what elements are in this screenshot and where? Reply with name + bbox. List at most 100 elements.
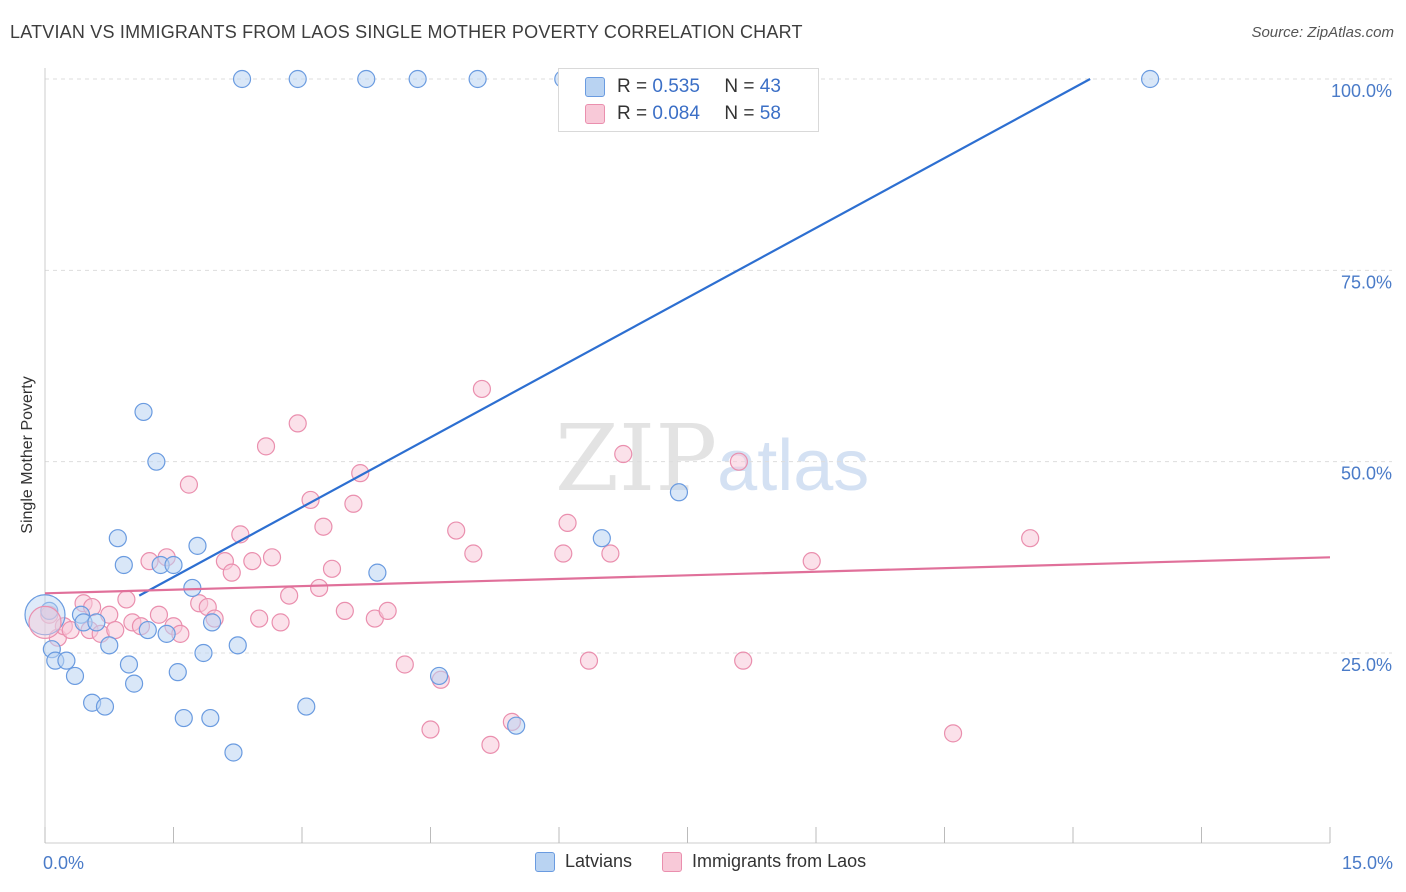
latvian-point: [194, 643, 213, 663]
watermark: ZIPatlas: [555, 405, 869, 512]
laos-point: [322, 559, 342, 578]
series-legend: Latvians Immigrants from Laos: [535, 851, 896, 872]
laos-point: [179, 475, 199, 494]
latvian-trend-line: [138, 78, 1091, 597]
laos-point: [250, 609, 269, 628]
latvian-point: [669, 483, 689, 502]
latvian-point: [297, 697, 316, 716]
laos-point: [734, 651, 753, 670]
latvian-point: [201, 708, 220, 728]
laos-trend-line: [44, 556, 1331, 595]
latvian-point: [507, 716, 526, 735]
latvian-point: [100, 636, 119, 655]
laos-point: [601, 544, 620, 563]
laos-point: [802, 552, 821, 571]
legend-r-value: 0.535: [652, 76, 700, 97]
laos-point: [614, 444, 633, 464]
laos-point: [1021, 529, 1040, 548]
legend-swatch-latvians: [585, 77, 605, 97]
laos-point: [106, 620, 125, 640]
legend-n-label: N =: [724, 76, 755, 97]
laos-point: [271, 613, 290, 632]
legend-label-laos: Immigrants from Laos: [692, 851, 867, 871]
correlation-legend: R = 0.535 N = 43 R = 0.084 N = 58: [558, 68, 819, 132]
legend-row-latvians: R = 0.535 N = 43: [585, 74, 781, 100]
latvian-point: [119, 655, 139, 674]
legend-item-latvians: Latvians: [535, 851, 632, 872]
legend-r-label: R =: [617, 103, 648, 124]
latvian-point: [174, 708, 193, 728]
laos-point: [421, 720, 440, 739]
laos-cluster-point: [28, 605, 62, 639]
laos-point: [729, 452, 749, 471]
legend-swatch-laos: [585, 104, 605, 124]
latvian-point: [188, 536, 207, 555]
latvian-point: [202, 613, 222, 632]
legend-swatch-latvians: [535, 851, 555, 872]
latvian-point: [157, 624, 176, 643]
latvian-point: [87, 613, 106, 632]
latvian-point: [124, 674, 144, 693]
latvian-point: [288, 69, 307, 89]
latvian-point: [592, 529, 611, 548]
legend-row-laos: R = 0.084 N = 58: [585, 101, 781, 127]
x-tick-label: 0.0%: [43, 853, 84, 873]
laos-point: [481, 735, 500, 754]
y-tick-label: 25.0%: [1341, 655, 1392, 675]
laos-point: [256, 437, 276, 456]
watermark-zip: ZIP: [555, 405, 718, 512]
laos-point: [117, 590, 136, 609]
laos-point: [943, 724, 963, 743]
legend-item-laos: Immigrants from Laos: [662, 851, 866, 872]
latvian-point: [114, 555, 133, 575]
latvian-point: [232, 69, 252, 89]
latvian-point: [1140, 69, 1160, 89]
legend-r-value: 0.084: [652, 103, 700, 124]
laos-point: [464, 544, 483, 563]
latvian-point: [164, 555, 183, 575]
laos-point: [579, 651, 599, 670]
latvian-cluster-point: [24, 594, 66, 636]
legend-n-value: 43: [759, 76, 781, 97]
laos-point: [378, 601, 397, 621]
latvian-point: [468, 69, 487, 89]
y-tick-label: 75.0%: [1341, 272, 1392, 292]
latvian-point: [429, 666, 449, 686]
laos-point: [310, 578, 329, 598]
laos-point: [554, 544, 573, 563]
latvian-point: [408, 69, 427, 89]
laos-point: [288, 414, 307, 433]
latvian-point: [228, 636, 247, 655]
latvian-point: [147, 452, 166, 471]
latvian-point: [134, 402, 153, 422]
legend-r-label: R =: [617, 76, 648, 97]
legend-n-label: N =: [724, 103, 755, 124]
x-tick-label: 15.0%: [1342, 853, 1393, 873]
latvian-point: [168, 663, 187, 682]
latvian-point: [138, 620, 157, 640]
y-tick-label: 50.0%: [1341, 464, 1392, 484]
laos-point: [149, 605, 169, 624]
legend-swatch-laos: [662, 851, 683, 872]
latvian-point: [95, 697, 115, 716]
laos-point: [262, 548, 282, 567]
laos-point: [222, 563, 241, 582]
latvian-point: [357, 69, 376, 89]
legend-label-latvians: Latvians: [565, 851, 633, 871]
latvian-point: [65, 666, 85, 686]
laos-point: [395, 655, 414, 674]
laos-point: [472, 379, 491, 399]
latvian-point: [224, 743, 243, 762]
laos-point: [243, 552, 262, 571]
source-credit: Source: ZipAtlas.com: [1251, 24, 1394, 41]
laos-point: [280, 586, 299, 605]
latvian-point: [368, 563, 387, 582]
legend-n-value: 58: [759, 103, 781, 124]
laos-point: [558, 513, 577, 532]
latvian-point: [108, 529, 127, 548]
y-tick-label: 100.0%: [1331, 81, 1392, 101]
latvian-point: [57, 651, 76, 670]
chart-title: LATVIAN VS IMMIGRANTS FROM LAOS SINGLE M…: [10, 22, 803, 42]
laos-point: [344, 494, 363, 513]
